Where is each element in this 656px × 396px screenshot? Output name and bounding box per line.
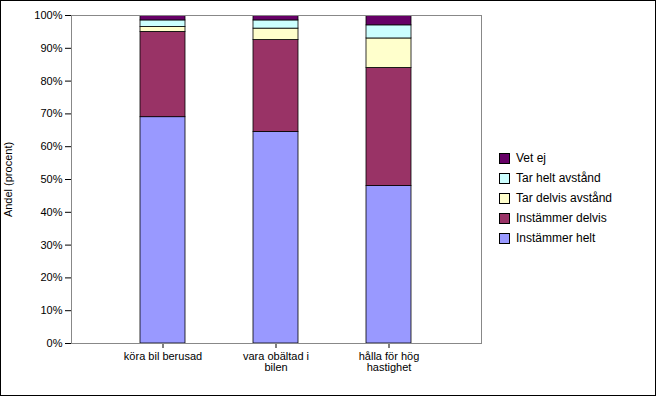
svg-text:10%: 10% [40, 304, 62, 316]
svg-text:30%: 30% [40, 239, 62, 251]
svg-text:100%: 100% [34, 9, 62, 21]
svg-text:90%: 90% [40, 42, 62, 54]
html-text:Tar delvis avstånd: Tar delvis avstånd [516, 191, 612, 205]
svg-text:40%: 40% [40, 206, 62, 218]
svg-text:0%: 0% [47, 337, 63, 349]
html-text:Instämmer delvis: Instämmer delvis [516, 211, 607, 225]
svg-text:köra bil berusad: köra bil berusad [124, 350, 202, 362]
svg-text:20%: 20% [40, 271, 62, 283]
svg-text:hålla för höghastighet: hålla för höghastighet [359, 350, 420, 373]
svg-text:60%: 60% [40, 140, 62, 152]
svg-text:vara obältad ibilen: vara obältad ibilen [243, 350, 309, 373]
html-text:Tar helt avstånd: Tar helt avstånd [516, 171, 601, 185]
svg-text:50%: 50% [40, 173, 62, 185]
svg-text:Andel (procent): Andel (procent) [2, 142, 14, 217]
svg-text:80%: 80% [40, 75, 62, 87]
html-text:Vet ej: Vet ej [516, 151, 546, 165]
svg-text:70%: 70% [40, 107, 62, 119]
html-text:Instämmer helt: Instämmer helt [516, 231, 596, 245]
